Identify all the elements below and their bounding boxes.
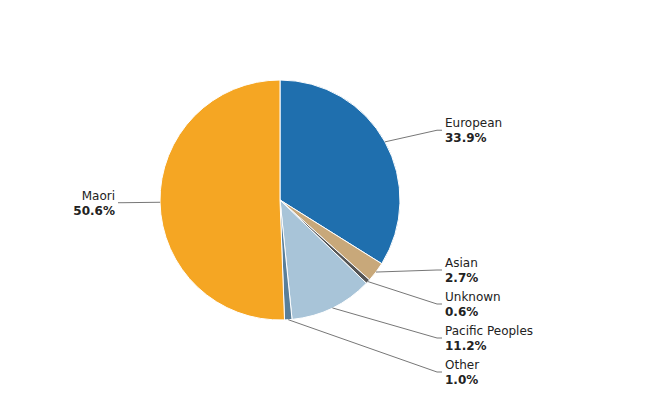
label-category: Other: [445, 358, 479, 372]
page: {"chart_data": {"type": "pie", "categori…: [0, 0, 650, 405]
label-category: Unknown: [445, 290, 501, 304]
label-value: 11.2%: [445, 339, 487, 353]
label-value: 50.6%: [73, 204, 115, 218]
label-category: Asian: [445, 256, 478, 270]
data-label: European33.9%: [445, 116, 502, 145]
pie-slice: [160, 80, 285, 320]
label-value: 0.6%: [445, 305, 478, 319]
data-labels: European33.9% Asian2.7% Unknown0.6% Pacific…: [73, 116, 533, 387]
label-category: Maori: [82, 189, 115, 203]
leader-line: [332, 308, 442, 338]
pie-slices: [160, 80, 400, 320]
data-label: Unknown0.6%: [445, 290, 501, 319]
label-category: Pacific Peoples: [445, 324, 533, 338]
label-value: 33.9%: [445, 131, 487, 145]
chart-svg: European33.9% Asian2.7% Unknown0.6% Pacific…: [0, 0, 650, 405]
data-label: Other1.0%: [445, 358, 479, 387]
label-value: 1.0%: [445, 373, 478, 387]
leader-line: [118, 202, 160, 203]
label-category: European: [445, 116, 502, 130]
data-label: Maori50.6%: [73, 189, 115, 218]
leader-line: [288, 320, 442, 372]
label-value: 2.7%: [445, 271, 478, 285]
data-label: Pacific Peoples11.2%: [445, 324, 533, 353]
leader-line: [385, 130, 442, 142]
pie-slice: [280, 200, 366, 319]
leader-line: [368, 282, 442, 304]
chart-container: European33.9% Asian2.7% Unknown0.6% Pacific…: [0, 0, 650, 405]
leader-line: [376, 270, 442, 272]
data-label: Asian2.7%: [445, 256, 478, 285]
